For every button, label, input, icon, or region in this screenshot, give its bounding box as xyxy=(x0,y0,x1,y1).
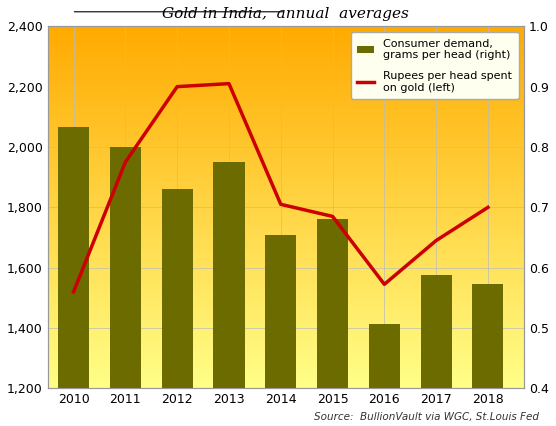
Legend: Consumer demand,
grams per head (right), Rupees per head spent
on gold (left): Consumer demand, grams per head (right),… xyxy=(351,32,519,100)
Bar xyxy=(214,162,245,426)
Bar xyxy=(162,189,193,426)
Bar xyxy=(369,323,400,426)
Bar xyxy=(473,284,504,426)
Bar xyxy=(58,127,89,426)
Bar xyxy=(265,234,296,426)
Bar xyxy=(110,147,141,426)
Bar xyxy=(317,219,348,426)
Bar xyxy=(420,275,451,426)
Title: Gold in India,  annual  averages: Gold in India, annual averages xyxy=(162,7,409,21)
Text: Source:  BullionVault via WGC, St.Louis Fed: Source: BullionVault via WGC, St.Louis F… xyxy=(314,412,539,422)
